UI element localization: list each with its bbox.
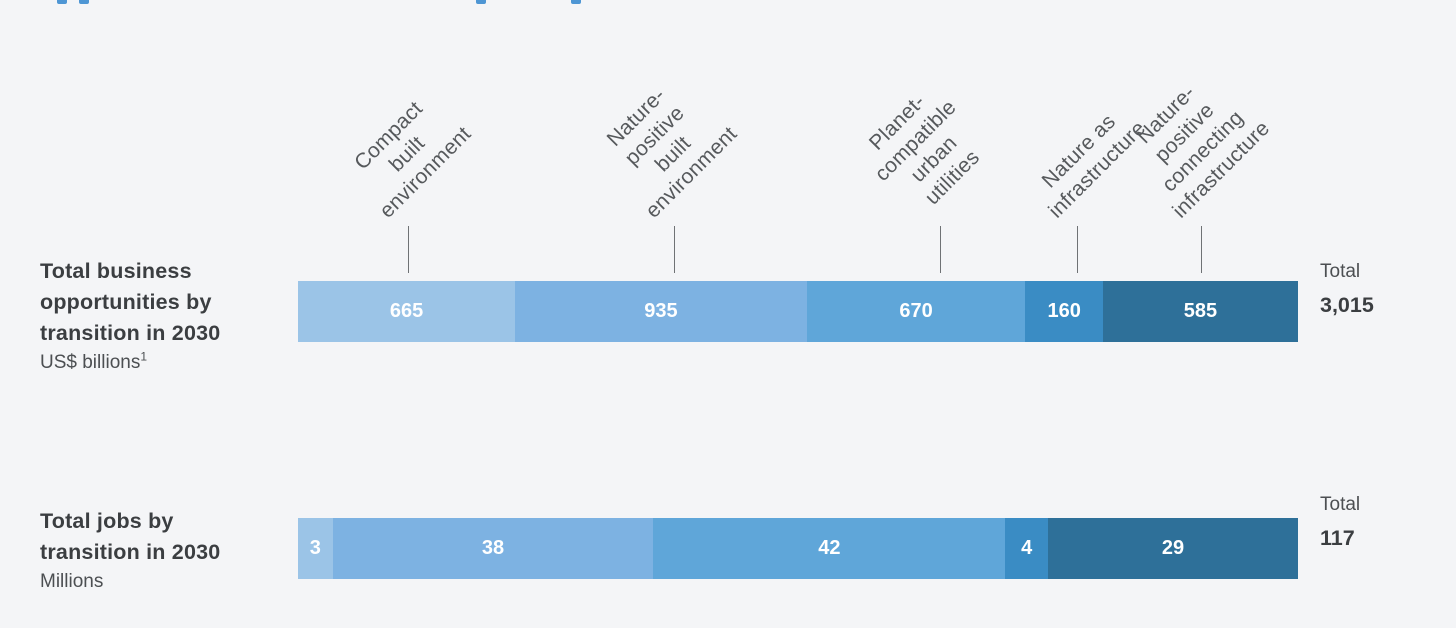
row-unit: US$ billions1 bbox=[40, 349, 280, 374]
bar-segment: 160 bbox=[1025, 281, 1103, 342]
category-label: Nature-positive connecting infrastructur… bbox=[1132, 80, 1275, 223]
bar-segment: 38 bbox=[332, 518, 654, 579]
leader-line bbox=[939, 226, 941, 273]
leader-line bbox=[1200, 226, 1202, 273]
row-label-business: Total business opportunities by transiti… bbox=[40, 256, 280, 374]
row-title: Total jobs by transition in 2030 bbox=[40, 509, 221, 564]
footnote-marker: 1 bbox=[140, 349, 148, 364]
category-label: Planet-compatible urban utilities bbox=[864, 89, 984, 210]
total-value: 117 bbox=[1320, 526, 1355, 550]
bar-segment: 4 bbox=[1005, 518, 1048, 579]
total-business: Total 3,015 bbox=[1320, 261, 1374, 318]
leader-line bbox=[1077, 226, 1079, 273]
row-title: Total business opportunities by transiti… bbox=[40, 259, 221, 345]
leader-line bbox=[408, 226, 410, 273]
clipped-heading-fragment bbox=[476, 0, 486, 4]
total-caption: Total bbox=[1320, 494, 1361, 515]
bar-segment: 29 bbox=[1048, 518, 1298, 579]
bar-segment: 585 bbox=[1102, 281, 1298, 342]
bar-jobs: 3 38 42 4 29 bbox=[298, 518, 1298, 579]
bar-segment: 42 bbox=[653, 518, 1006, 579]
clipped-heading-fragment bbox=[571, 0, 581, 4]
category-label: Nature-positive built environment bbox=[602, 83, 742, 223]
category-label: Compact built environment bbox=[350, 97, 476, 223]
row-unit: Millions bbox=[40, 571, 280, 593]
bar-segment: 665 bbox=[298, 281, 516, 342]
clipped-heading-fragment bbox=[57, 0, 67, 4]
row-label-jobs: Total jobs by transition in 2030 Million… bbox=[40, 506, 280, 593]
leader-line bbox=[673, 226, 675, 273]
unit-text: Millions bbox=[40, 571, 104, 592]
total-jobs: Total 117 bbox=[1320, 494, 1360, 551]
bar-segment: 670 bbox=[806, 281, 1026, 342]
bar-segment: 3 bbox=[298, 518, 333, 579]
bar-business: 665 935 670 160 585 bbox=[298, 281, 1298, 342]
bar-segment: 935 bbox=[515, 281, 807, 342]
unit-text: US$ billions bbox=[40, 352, 141, 373]
total-caption: Total bbox=[1320, 261, 1361, 282]
clipped-heading-fragment bbox=[79, 0, 89, 4]
total-value: 3,015 bbox=[1320, 293, 1374, 317]
